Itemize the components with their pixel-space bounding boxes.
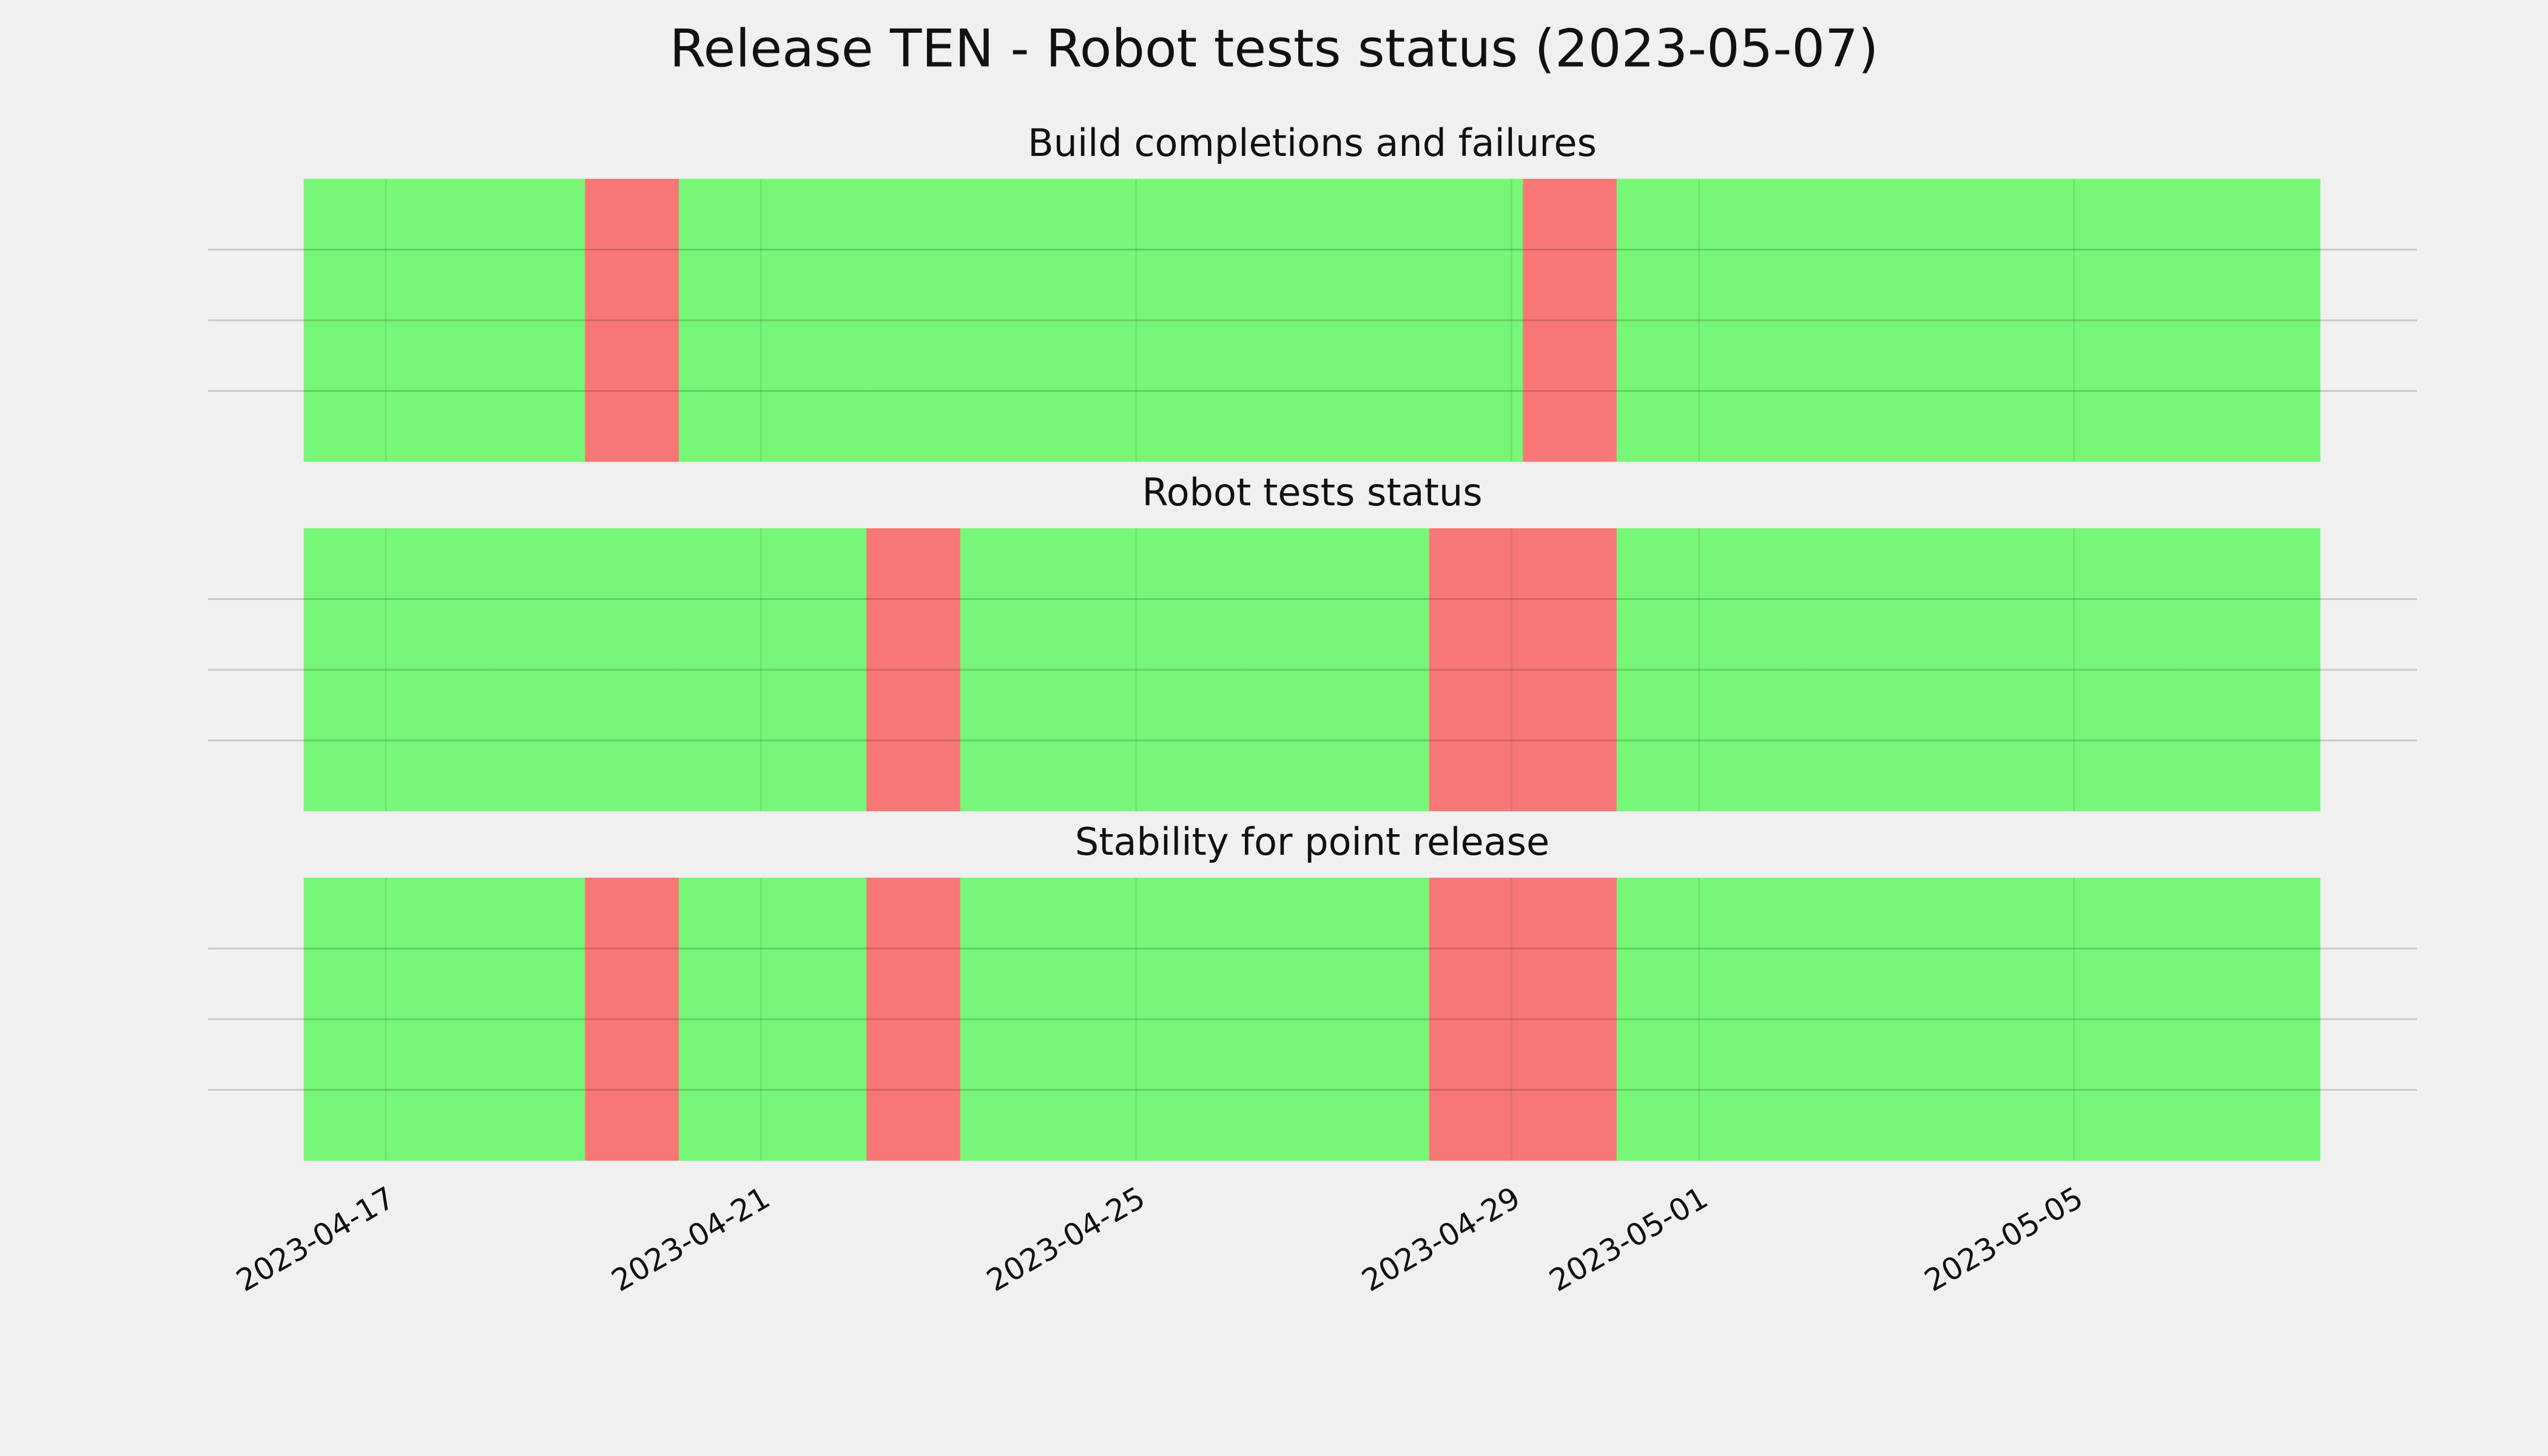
status-bar	[1054, 528, 1148, 812]
status-bar	[397, 178, 492, 462]
status-bar	[678, 178, 774, 462]
status-bar	[1616, 528, 1711, 812]
status-bar	[303, 178, 398, 462]
status-bar	[1710, 528, 1805, 812]
status-bar	[1429, 877, 1523, 1161]
status-bar	[1804, 877, 1899, 1161]
status-bar	[397, 877, 492, 1161]
status-bar	[1241, 528, 1336, 812]
status-bar	[772, 178, 867, 462]
status-bar	[1335, 528, 1430, 812]
status-bar	[585, 178, 679, 462]
status-bar	[772, 877, 867, 1161]
status-bar	[1147, 178, 1242, 462]
status-bar	[1241, 178, 1336, 462]
status-bar	[1429, 528, 1523, 812]
status-bar	[1147, 528, 1242, 812]
status-bar	[2085, 528, 2180, 812]
panel-title: Build completions and failures	[1028, 121, 1597, 165]
status-bar	[1804, 528, 1899, 812]
status-bar	[303, 877, 398, 1161]
status-bar	[2179, 877, 2274, 1161]
status-bar	[772, 528, 867, 812]
panel-title: Stability for point release	[1075, 820, 1549, 864]
status-bar	[866, 528, 961, 812]
status-bar	[1429, 178, 1523, 462]
status-bar	[397, 528, 492, 812]
status-bar	[1992, 178, 2086, 462]
status-bar	[960, 877, 1054, 1161]
status-bar	[1147, 877, 1242, 1161]
status-bar	[1804, 178, 1899, 462]
status-bar	[2273, 877, 2320, 1161]
status-bar	[1523, 178, 1617, 462]
status-bar	[2179, 178, 2274, 462]
chart-title: Release TEN - Robot tests status (2023-0…	[670, 18, 1879, 79]
panel-title: Robot tests status	[1142, 470, 1482, 514]
status-bar	[678, 528, 774, 812]
status-bar	[2273, 178, 2320, 462]
status-bar	[960, 528, 1054, 812]
status-bar	[2085, 877, 2180, 1161]
status-bar	[866, 877, 961, 1161]
status-bar	[491, 877, 585, 1161]
status-bar	[303, 528, 398, 812]
status-bar	[1898, 178, 1992, 462]
status-bar	[1523, 877, 1617, 1161]
status-bar	[2085, 178, 2180, 462]
status-bar	[1710, 877, 1805, 1161]
status-bar	[1054, 877, 1148, 1161]
status-bar	[1335, 178, 1430, 462]
status-bar	[1898, 877, 1992, 1161]
status-bar	[1054, 178, 1148, 462]
status-bar	[491, 178, 585, 462]
status-bar	[1616, 178, 1711, 462]
status-bar	[1616, 877, 1711, 1161]
status-bar	[1241, 877, 1336, 1161]
status-bar	[1898, 528, 1992, 812]
status-bar	[1992, 877, 2086, 1161]
status-bar	[866, 178, 961, 462]
status-bar	[585, 877, 679, 1161]
status-bar	[960, 178, 1054, 462]
status-bar	[585, 528, 679, 812]
status-bar	[678, 877, 774, 1161]
status-bar	[2273, 528, 2320, 812]
status-bar	[1523, 528, 1617, 812]
status-bar	[1992, 528, 2086, 812]
status-bar	[1710, 178, 1805, 462]
status-bar	[1335, 877, 1430, 1161]
